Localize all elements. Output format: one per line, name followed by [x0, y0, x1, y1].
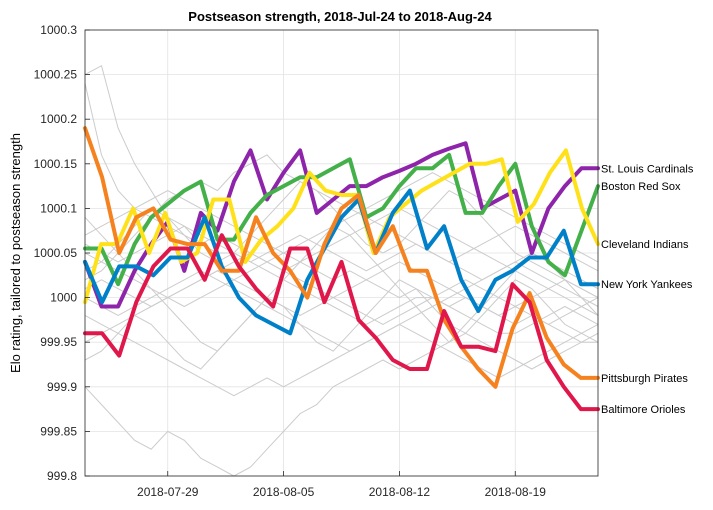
series-line	[83, 188, 600, 336]
y-tick-label: 1000.25	[34, 68, 78, 82]
series-end-label: Baltimore Orioles	[601, 404, 686, 416]
y-axis-ticks: 999.8 999.85 999.9 999.95 1000 1000.05 1000.1 1…	[34, 23, 90, 483]
series-end-labels: St. Louis Cardinals Boston Red Sox Clevela…	[601, 163, 694, 416]
series-end-label: Pittsburgh Pirates	[601, 373, 688, 385]
background-series-line	[84, 216, 599, 352]
y-tick-label: 999.85	[40, 424, 77, 438]
x-axis-ticks: 2018-07-29 2018-08-05 2018-08-12 2018-08-19	[137, 471, 546, 499]
series-line	[83, 148, 600, 305]
x-tick-label: 2018-07-29	[137, 485, 199, 499]
y-tick-label: 1000	[50, 291, 77, 305]
y-tick-label: 999.9	[47, 380, 77, 394]
highlighted-series	[83, 126, 600, 412]
background-series-line	[84, 314, 599, 397]
series-end-label: Cleveland Indians	[601, 239, 689, 251]
series-end-label: New York Yankees	[601, 279, 693, 291]
y-tick-label: 1000.1	[40, 201, 77, 215]
series-line	[83, 233, 600, 412]
x-tick-label: 2018-08-19	[485, 485, 547, 499]
series-end-label: Boston Red Sox	[601, 181, 681, 193]
background-series-line	[84, 154, 599, 281]
background-series-line	[84, 261, 599, 316]
x-tick-label: 2018-08-12	[369, 485, 431, 499]
series-line	[83, 152, 600, 287]
y-tick-label: 999.8	[47, 469, 77, 483]
series-line	[83, 126, 600, 389]
y-axis-label: Elo rating, tailored to postseason stren…	[8, 133, 23, 373]
background-series-line	[84, 332, 599, 477]
y-tick-label: 1000.2	[40, 112, 77, 126]
x-tick-label: 2018-08-05	[253, 485, 315, 499]
background-series-line	[84, 172, 599, 308]
chart-title: Postseason strength, 2018-Jul-24 to 2018…	[188, 9, 492, 24]
series-end-label: St. Louis Cardinals	[601, 163, 694, 175]
y-tick-label: 1000.05	[34, 246, 78, 260]
y-tick-label: 1000.3	[40, 23, 77, 37]
y-tick-label: 999.95	[40, 335, 77, 349]
y-tick-label: 1000.15	[34, 157, 78, 171]
